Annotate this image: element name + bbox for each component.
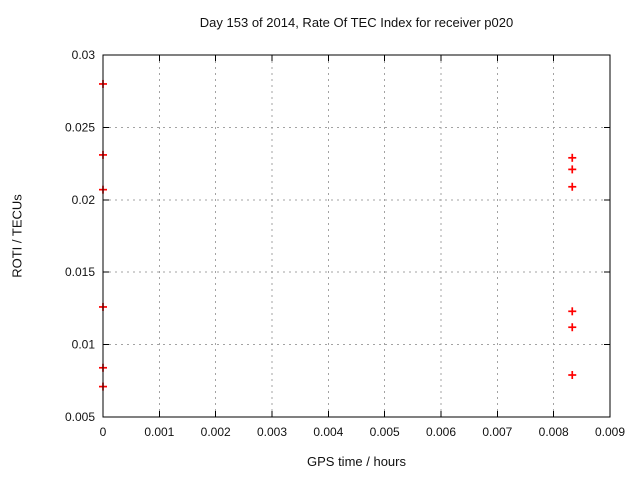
x-tick-label: 0 bbox=[100, 425, 107, 439]
y-tick-label: 0.02 bbox=[72, 193, 96, 207]
y-tick-label: 0.025 bbox=[65, 120, 95, 134]
chart-title: Day 153 of 2014, Rate Of TEC Index for r… bbox=[199, 15, 514, 30]
x-tick-label: 0.002 bbox=[201, 425, 231, 439]
x-tick-label: 0.007 bbox=[482, 425, 512, 439]
x-tick-label: 0.008 bbox=[539, 425, 569, 439]
y-axis-label: ROTI / TECUs bbox=[9, 194, 25, 278]
x-axis-label: GPS time / hours bbox=[307, 454, 406, 469]
y-tick-label: 0.005 bbox=[65, 410, 95, 424]
y-tick-label: 0.01 bbox=[72, 338, 96, 352]
x-tick-label: 0.005 bbox=[370, 425, 400, 439]
y-tick-label: 0.015 bbox=[65, 265, 95, 279]
plot-border bbox=[102, 54, 611, 418]
x-tick-label: 0.006 bbox=[426, 425, 456, 439]
x-tick-label: 0.003 bbox=[257, 425, 287, 439]
x-tick-label: 0.004 bbox=[313, 425, 343, 439]
x-tick-label: 0.001 bbox=[144, 425, 174, 439]
y-tick-label: 0.03 bbox=[72, 48, 96, 62]
x-tick-label: 0.009 bbox=[595, 425, 625, 439]
